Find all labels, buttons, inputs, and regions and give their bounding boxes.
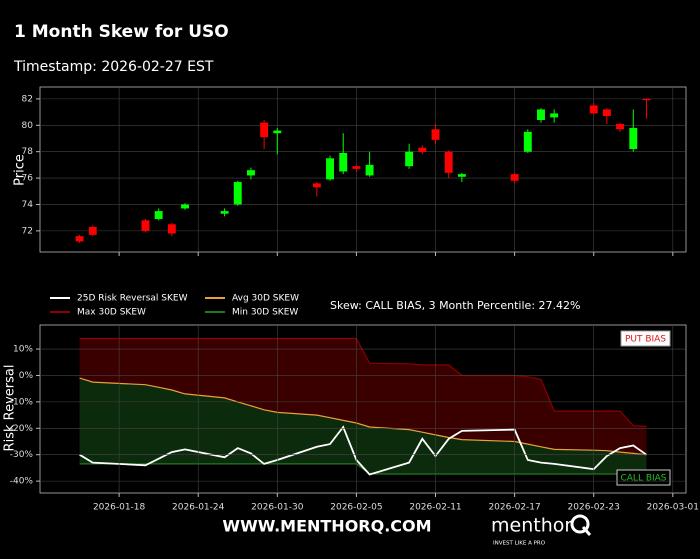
series-line <box>79 377 647 456</box>
timestamp: Timestamp: 2026-02-27 EST <box>13 59 214 75</box>
candle-body <box>88 226 97 235</box>
candle-body <box>642 98 651 101</box>
y-tick-label: 78 <box>22 147 34 157</box>
x-tick-label: 2026-01-18 <box>93 503 146 513</box>
candle-body <box>75 236 84 242</box>
brand: menthor <box>491 515 572 537</box>
call-bias-label: CALL BIAS <box>620 474 666 484</box>
y-tick-label: 72 <box>22 226 33 236</box>
website: WWW.MENTHORQ.COM <box>222 517 431 536</box>
y-tick-label: 76 <box>22 174 34 184</box>
candle-body <box>352 166 361 169</box>
legend-label: Max 30D SKEW <box>77 308 146 318</box>
candle-body <box>326 158 334 180</box>
annotation: Skew: CALL BIAS, 3 Month Percentile: 27.… <box>330 299 580 312</box>
series-line <box>79 463 647 475</box>
plot-frame <box>39 324 687 494</box>
candle-body <box>431 129 440 140</box>
candle-body <box>246 170 255 176</box>
y-tick-label: 0% <box>19 371 34 381</box>
candle-body <box>589 105 598 114</box>
candle-body <box>167 224 176 234</box>
candle-body <box>312 183 321 188</box>
candle-body <box>405 151 414 167</box>
candle-body <box>273 130 282 134</box>
candle-body <box>260 122 269 138</box>
candle-body <box>457 174 466 177</box>
x-tick-label: 2026-02-17 <box>488 503 540 513</box>
y-tick-label: 80 <box>22 121 34 131</box>
y-tick-label: -20% <box>10 424 34 434</box>
logo-ring <box>570 514 590 534</box>
candle-body <box>141 220 150 231</box>
candle-body <box>339 153 348 172</box>
x-tick-label: 2026-01-30 <box>251 503 304 513</box>
candle-body <box>365 164 374 176</box>
x-tick-label: 2026-01-24 <box>172 503 225 513</box>
y-tick-label: 74 <box>22 200 34 210</box>
y-tick-label: 82 <box>22 94 33 104</box>
put-bias-label: PUT BIAS <box>625 335 666 345</box>
logo-tail <box>581 526 592 536</box>
candle-body <box>510 174 519 181</box>
series-line <box>79 425 647 476</box>
series-line <box>79 337 647 427</box>
candle-body <box>629 127 638 150</box>
y-tick-label: -40% <box>10 477 34 487</box>
legend-label: Avg 30D SKEW <box>232 294 299 304</box>
candle-body <box>602 109 611 117</box>
candle-body <box>418 147 427 152</box>
logo-q <box>570 514 592 536</box>
candle-body <box>523 131 532 152</box>
tagline: INVEST LIKE A PRO <box>493 541 546 547</box>
y-tick-label: -10% <box>10 397 34 407</box>
x-tick-label: 2026-02-23 <box>568 503 620 513</box>
y-tick-label: -30% <box>10 450 34 460</box>
y-tick-label: 10% <box>13 345 33 355</box>
y-axis-title: Risk Reversal <box>3 365 18 452</box>
put-bias-box <box>620 330 671 347</box>
page-title: 1 Month Skew for USO <box>14 22 229 42</box>
legend-label: 25D Risk Reversal SKEW <box>77 294 188 304</box>
candle-body <box>616 123 625 130</box>
legend-label: Min 30D SKEW <box>232 308 298 318</box>
x-tick-label: 2026-03-01 <box>647 503 699 513</box>
candle-body <box>550 113 559 118</box>
candle-body <box>537 109 545 120</box>
x-tick-label: 2026-02-05 <box>330 503 382 513</box>
candle-body <box>181 204 189 209</box>
y-axis-title: Price <box>13 154 28 186</box>
x-tick-label: 2026-02-11 <box>409 503 461 513</box>
candle-body <box>233 182 242 205</box>
candle-body <box>220 211 229 214</box>
band-fill <box>79 338 647 455</box>
candle-body <box>444 151 453 173</box>
plot-frame <box>39 86 687 253</box>
candle-body <box>154 211 163 219</box>
